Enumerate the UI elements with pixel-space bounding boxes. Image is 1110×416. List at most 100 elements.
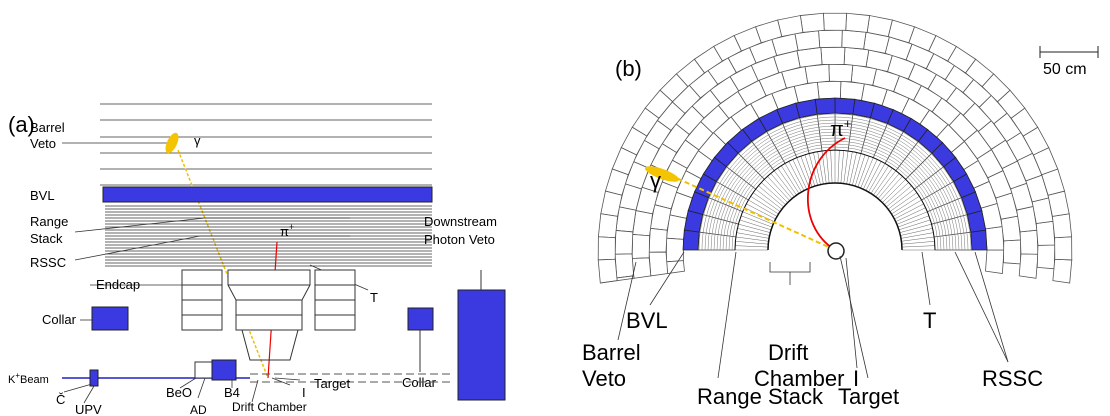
barrel-veto-module: [597, 236, 616, 261]
panel-b: (b) 50 cm γ π+ BVL Barrel Veto Range Sta…: [582, 12, 1099, 409]
label: T: [923, 308, 936, 333]
barrel-veto-module: [839, 80, 865, 101]
drift-cell: [735, 245, 769, 248]
barrel-veto-module: [1019, 229, 1039, 255]
drift-cell: [900, 228, 933, 236]
drift-cell: [875, 170, 897, 197]
drift-cell: [898, 219, 931, 231]
label: UPV: [75, 402, 102, 416]
label: π+: [830, 116, 851, 141]
drift-cell: [738, 223, 771, 233]
barrel-veto-module: [823, 12, 847, 31]
barrel-veto-module: [648, 227, 668, 253]
drift-cell: [804, 154, 816, 187]
range-stack-layer: [710, 125, 960, 251]
drift-cell: [891, 196, 920, 215]
beo: [194, 361, 214, 379]
drift-cell: [740, 215, 773, 228]
drift-cell: [752, 192, 781, 212]
label: Drift Chamber: [232, 400, 307, 414]
barrel-veto-module: [665, 260, 685, 274]
label: I: [853, 366, 859, 391]
barrel-veto-module: [1054, 236, 1073, 261]
label: BeO: [166, 385, 192, 400]
barrel-veto-module: [597, 258, 618, 284]
drift-cell: [817, 151, 824, 185]
drift-cell: [849, 152, 857, 185]
barrel-veto-module: [985, 226, 1005, 251]
barrel-veto-module: [597, 213, 619, 239]
label: T: [370, 290, 378, 305]
barrel-veto-module: [614, 253, 635, 279]
collar: [407, 307, 434, 331]
range-stack-layer: [716, 131, 954, 251]
drift-cell: [837, 150, 840, 184]
photon-shower: [644, 166, 680, 182]
range-stack-layer: [698, 113, 972, 251]
barrel-veto-module: [796, 47, 823, 68]
label: AD: [190, 403, 207, 416]
label: Č: [56, 392, 65, 407]
barrel-veto-module: [1003, 239, 1022, 265]
barrel-veto-module: [600, 190, 623, 217]
drift-cell: [857, 155, 870, 188]
drift-cell: [868, 163, 886, 193]
barrel-veto-module: [816, 80, 842, 100]
drift-cell: [865, 161, 882, 191]
label: +: [844, 116, 852, 131]
barrel-veto-module: [648, 251, 669, 277]
barrel-veto-module: [777, 15, 804, 38]
barrel-veto-module: [1018, 253, 1039, 279]
drift-cell: [886, 185, 912, 208]
label: 50 cm: [1043, 61, 1087, 78]
barrel-veto-module: [799, 12, 825, 33]
drift-chamber-wall: [734, 149, 936, 251]
barrel-veto-module: [843, 46, 870, 68]
drift-cell: [746, 203, 776, 220]
drift-cell: [873, 167, 893, 196]
drift-cell: [840, 150, 844, 184]
barrel-veto-module: [1052, 258, 1073, 284]
range-stack-layer: [722, 137, 948, 251]
drift-cell: [896, 211, 928, 225]
range-stack-layer: [719, 134, 951, 251]
drift-cell: [901, 236, 935, 242]
bvl-module: [682, 229, 700, 251]
drift-cell: [899, 223, 932, 233]
label: Barrel: [30, 120, 65, 135]
drift-cell: [830, 150, 833, 184]
drift-cell: [770, 173, 793, 199]
barrel-veto-module: [841, 29, 867, 50]
barrel-veto-module: [1035, 220, 1056, 246]
drift-cell: [748, 199, 778, 217]
barrel-veto-module: [820, 46, 846, 65]
panel-tag: (a): [8, 112, 35, 137]
label: BVL: [626, 308, 668, 333]
drift-cell: [892, 199, 922, 217]
drift-cell: [852, 153, 862, 186]
panel-a: (a) Barrel Veto γ BVL Range Stack RSSC π…: [8, 103, 506, 416]
label: B4: [224, 385, 240, 400]
drift-cell: [755, 188, 782, 210]
downstream-photon-veto: [457, 289, 506, 401]
drift-cell: [901, 245, 935, 248]
drift-cell: [781, 165, 800, 194]
label: Barrel: [582, 340, 641, 365]
drift-cell: [870, 165, 889, 194]
label: Range: [30, 214, 68, 229]
drift-cell: [764, 179, 788, 203]
range-stack-layer: [707, 122, 963, 251]
label: K+Beam: [8, 371, 49, 386]
drift-cell: [788, 161, 805, 191]
photon-shower: [165, 132, 179, 154]
barrel-veto-module: [1036, 244, 1056, 270]
label: I: [302, 385, 306, 400]
drift-cell: [894, 203, 924, 220]
label: Collar: [42, 312, 77, 327]
panel-tag: (b): [615, 56, 642, 81]
range-stack-layer: [701, 116, 969, 251]
drift-cell: [742, 211, 774, 225]
drift-cell: [843, 150, 849, 184]
label: Veto: [582, 366, 626, 391]
label: Chamber: [754, 366, 844, 391]
